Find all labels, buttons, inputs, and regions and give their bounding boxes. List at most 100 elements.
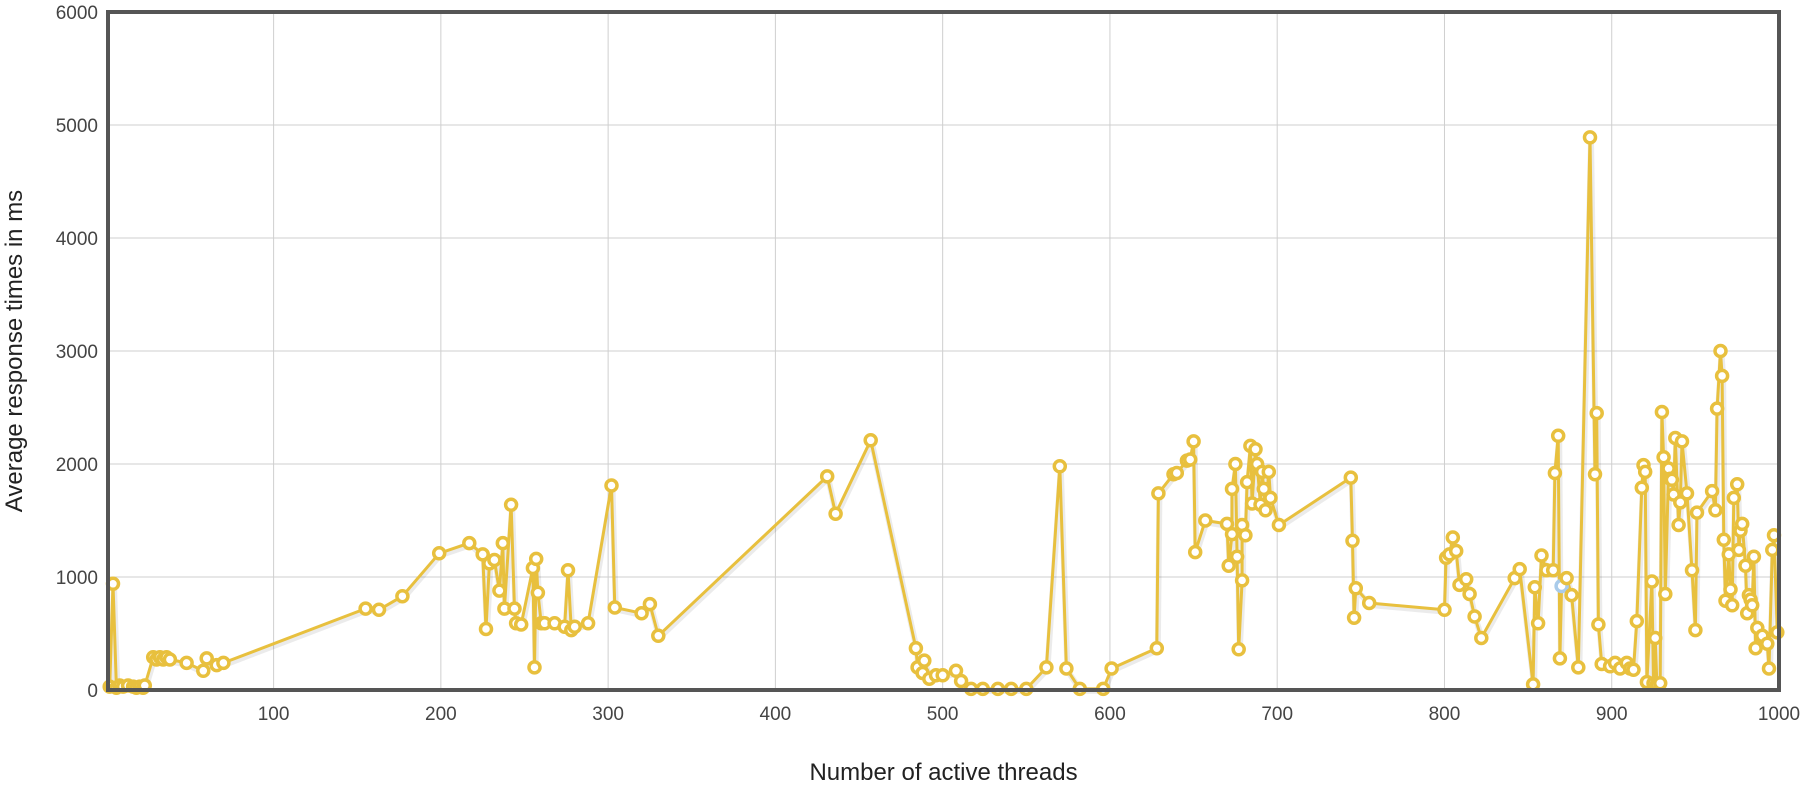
data-point[interactable]	[1231, 642, 1246, 657]
data-point[interactable]	[1343, 470, 1359, 485]
data-point[interactable]	[560, 562, 576, 578]
data-point[interactable]	[1760, 636, 1775, 651]
data-point[interactable]	[513, 617, 529, 632]
data-point[interactable]	[1589, 405, 1604, 421]
data-point[interactable]	[1634, 480, 1650, 495]
data-point[interactable]	[1552, 651, 1568, 666]
data-point[interactable]	[1726, 490, 1742, 506]
data-point[interactable]	[1684, 562, 1700, 578]
data-point[interactable]	[199, 651, 214, 666]
data-point[interactable]	[828, 506, 843, 521]
data-point[interactable]	[1527, 579, 1543, 595]
data-point[interactable]	[1559, 570, 1574, 586]
data-point[interactable]	[462, 535, 477, 551]
data-point[interactable]	[1224, 481, 1240, 497]
data-point[interactable]	[1445, 530, 1461, 545]
data-point[interactable]	[604, 478, 619, 493]
data-point[interactable]	[1564, 587, 1579, 603]
data-point[interactable]	[1550, 428, 1566, 444]
data-point[interactable]	[1709, 401, 1725, 416]
data-point[interactable]	[1534, 548, 1549, 563]
data-point[interactable]	[1187, 544, 1203, 560]
data-point[interactable]	[1731, 542, 1747, 558]
data-point[interactable]	[819, 469, 835, 484]
data-point[interactable]	[1182, 452, 1198, 467]
data-point[interactable]	[487, 552, 502, 568]
data-point[interactable]	[1647, 630, 1663, 646]
data-point[interactable]	[1039, 660, 1054, 675]
data-point[interactable]	[1652, 675, 1668, 691]
data-point[interactable]	[1748, 640, 1763, 656]
data-point[interactable]	[1689, 505, 1705, 520]
data-point[interactable]	[1151, 486, 1166, 501]
data-point[interactable]	[1582, 130, 1598, 145]
data-point[interactable]	[634, 605, 649, 621]
data-point[interactable]	[1688, 622, 1703, 638]
data-point[interactable]	[528, 551, 544, 567]
data-point[interactable]	[1258, 503, 1273, 518]
data-point[interactable]	[1448, 543, 1464, 559]
data-point[interactable]	[530, 585, 546, 601]
data-point[interactable]	[1149, 640, 1165, 656]
data-point[interactable]	[1714, 368, 1730, 384]
data-point[interactable]	[1734, 516, 1750, 532]
data-point[interactable]	[1637, 464, 1653, 480]
data-point[interactable]	[1261, 464, 1277, 480]
data-point[interactable]	[1644, 574, 1660, 589]
data-point[interactable]	[1724, 598, 1740, 613]
data-point[interactable]	[1348, 581, 1364, 596]
data-point[interactable]	[1723, 582, 1738, 597]
data-point[interactable]	[1738, 558, 1753, 573]
data-point[interactable]	[1248, 442, 1263, 457]
data-point[interactable]	[1198, 513, 1213, 528]
data-point[interactable]	[651, 628, 666, 644]
data-point[interactable]	[1345, 533, 1360, 549]
data-point[interactable]	[1361, 595, 1377, 611]
data-point[interactable]	[1437, 602, 1452, 618]
data-point[interactable]	[1186, 434, 1201, 449]
data-point[interactable]	[1059, 661, 1074, 676]
data-point[interactable]	[1169, 465, 1185, 481]
data-point[interactable]	[1571, 660, 1586, 675]
data-point[interactable]	[1104, 661, 1119, 676]
data-point[interactable]	[1228, 456, 1243, 472]
data-point[interactable]	[1458, 572, 1474, 587]
data-point[interactable]	[917, 653, 932, 668]
data-point[interactable]	[953, 673, 969, 689]
data-point[interactable]	[935, 668, 950, 683]
data-point[interactable]	[1674, 434, 1690, 449]
data-point[interactable]	[162, 652, 178, 667]
data-point[interactable]	[1654, 404, 1670, 420]
data-point[interactable]	[492, 583, 507, 598]
data-point[interactable]	[1474, 630, 1489, 646]
data-point[interactable]	[1746, 549, 1762, 564]
data-point[interactable]	[1221, 558, 1236, 573]
data-point[interactable]	[567, 619, 582, 634]
data-point[interactable]	[1263, 490, 1278, 506]
data-point[interactable]	[1256, 481, 1272, 497]
data-point[interactable]	[1664, 472, 1680, 488]
data-point[interactable]	[1229, 549, 1245, 564]
data-point[interactable]	[1673, 495, 1688, 510]
data-point[interactable]	[1658, 586, 1673, 602]
data-point[interactable]	[1530, 616, 1546, 631]
data-point[interactable]	[1591, 617, 1606, 632]
data-point[interactable]	[1238, 527, 1253, 543]
data-point[interactable]	[495, 535, 511, 551]
data-point[interactable]	[1224, 526, 1240, 542]
data-point[interactable]	[1729, 477, 1745, 492]
data-point[interactable]	[371, 602, 387, 618]
data-point[interactable]	[1462, 586, 1477, 602]
data-point[interactable]	[1708, 503, 1723, 518]
data-point[interactable]	[358, 601, 373, 616]
data-point[interactable]	[1547, 465, 1563, 481]
data-point[interactable]	[642, 596, 658, 612]
data-point[interactable]	[1234, 573, 1250, 588]
data-point[interactable]	[1545, 562, 1561, 578]
data-point[interactable]	[478, 621, 494, 637]
data-point[interactable]	[475, 547, 490, 562]
data-point[interactable]	[1626, 662, 1641, 677]
data-point[interactable]	[1744, 598, 1760, 613]
data-point[interactable]	[503, 497, 519, 512]
data-point[interactable]	[863, 433, 878, 448]
